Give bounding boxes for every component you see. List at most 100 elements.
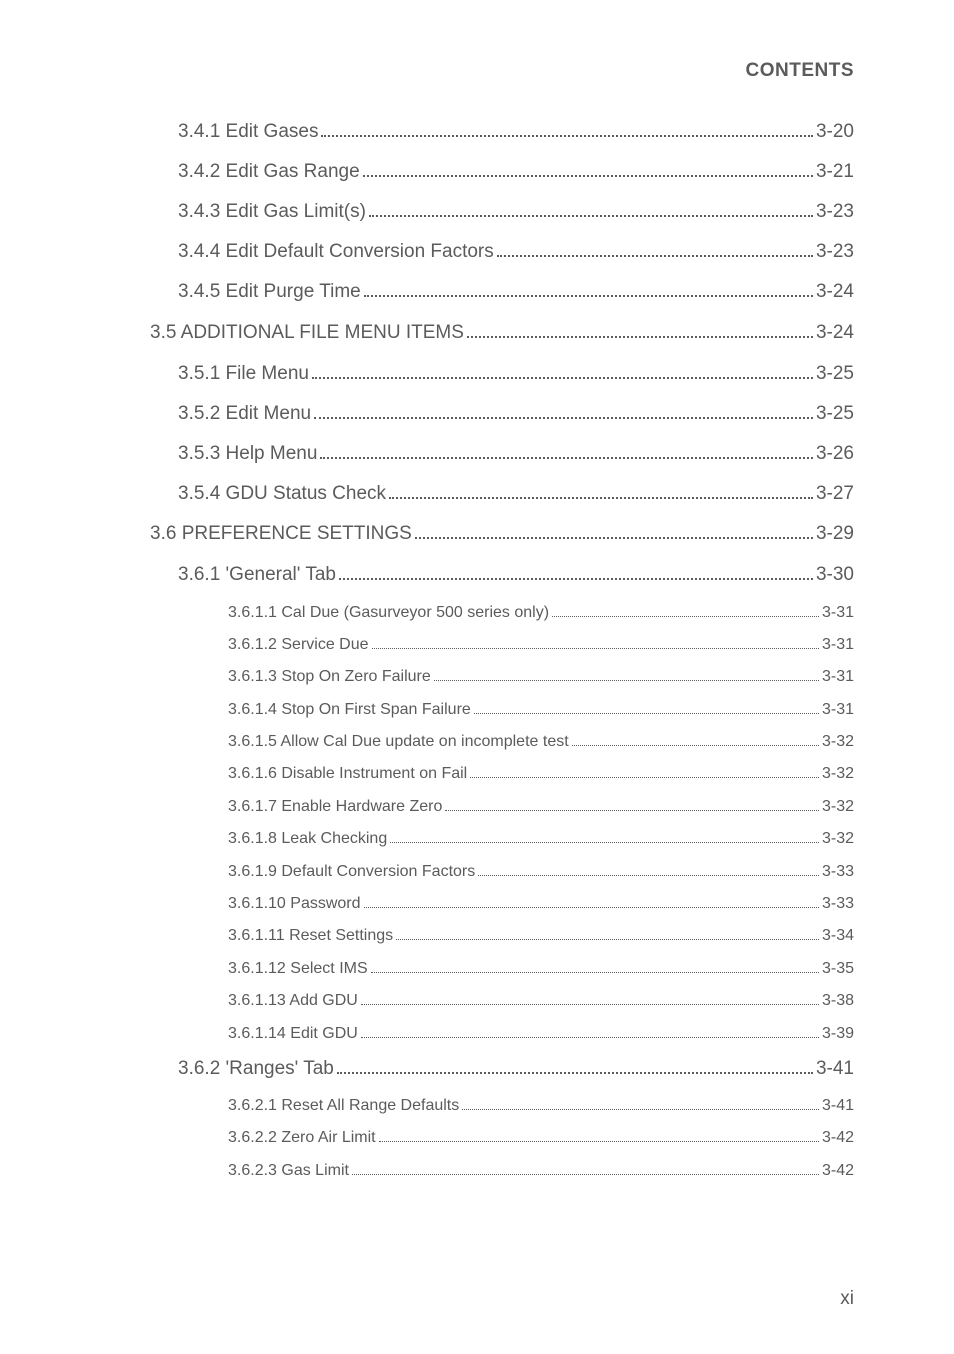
toc-entry-page: 3-32 [822, 765, 854, 783]
toc-leader-dots [321, 118, 813, 137]
toc-entry-label: 3.6.1.5 Allow Cal Due update on incomple… [228, 733, 569, 751]
toc-entry-page: 3-32 [822, 733, 854, 751]
toc-entry-label: 3.4.4 Edit Default Conversion Factors [178, 241, 494, 263]
toc-entry: 3.5.3 Help Menu 3-26 [150, 440, 854, 465]
toc-entry: 3.5.4 GDU Status Check 3-27 [150, 480, 854, 505]
toc-entry-label: 3.6.1.4 Stop On First Span Failure [228, 701, 471, 719]
toc-entry-page: 3-31 [822, 604, 854, 622]
toc-entry-label: 3.6.1.12 Select IMS [228, 960, 368, 978]
toc-entry-page: 3-33 [822, 863, 854, 881]
toc-entry: 3.6.1.1 Cal Due (Gasurveyor 500 series o… [150, 601, 854, 621]
toc-entry-page: 3-24 [816, 281, 854, 303]
toc-entry: 3.6.1.10 Password 3-33 [150, 893, 854, 913]
toc-entry: 3.6.1.13 Add GDU 3-38 [150, 990, 854, 1010]
toc-leader-dots [379, 1127, 819, 1142]
toc-entry-page: 3-41 [816, 1058, 854, 1080]
toc-entry-label: 3.6.1.11 Reset Settings [228, 927, 393, 945]
toc-leader-dots [434, 666, 819, 681]
toc-leader-dots [474, 698, 819, 713]
toc-entry: 3.6.1.8 Leak Checking 3-32 [150, 828, 854, 848]
toc-leader-dots [320, 440, 813, 459]
toc-entry-label: 3.6.1.10 Password [228, 895, 361, 913]
toc-entry-page: 3-21 [816, 161, 854, 183]
toc-entry-label: 3.6.2.2 Zero Air Limit [228, 1129, 376, 1147]
toc-list: 3.4.1 Edit Gases 3-20 3.4.2 Edit Gas Rang… [150, 118, 854, 1180]
toc-leader-dots [462, 1095, 819, 1110]
toc-entry-page: 3-34 [822, 927, 854, 945]
toc-leader-dots [371, 957, 819, 972]
toc-entry-label: 3.6.1.6 Disable Instrument on Fail [228, 765, 467, 783]
toc-entry-page: 3-27 [816, 483, 854, 505]
toc-entry-page: 3-32 [822, 830, 854, 848]
toc-entry-label: 3.6.1.14 Edit GDU [228, 1025, 358, 1043]
toc-entry-page: 3-39 [822, 1025, 854, 1043]
toc-leader-dots [361, 990, 819, 1005]
toc-entry: 3.6.1.11 Reset Settings 3-34 [150, 925, 854, 945]
toc-leader-dots [372, 634, 819, 649]
toc-entry-label: 3.6.1.1 Cal Due (Gasurveyor 500 series o… [228, 604, 549, 622]
toc-entry: 3.6.1.6 Disable Instrument on Fail 3-32 [150, 763, 854, 783]
toc-entry-label: 3.6.2.1 Reset All Range Defaults [228, 1097, 459, 1115]
toc-entry-label: 3.5.3 Help Menu [178, 443, 317, 465]
toc-entry-page: 3-23 [816, 241, 854, 263]
toc-entry-page: 3-31 [822, 636, 854, 654]
toc-leader-dots [415, 520, 813, 539]
page: CONTENTS 3.4.1 Edit Gases 3-20 3.4.2 Edit… [0, 0, 954, 1354]
toc-entry: 3.4.4 Edit Default Conversion Factors 3-… [150, 238, 854, 263]
toc-entry-label: 3.6.1.9 Default Conversion Factors [228, 863, 475, 881]
toc-entry-page: 3-31 [822, 701, 854, 719]
toc-entry-label: 3.6.1.13 Add GDU [228, 992, 358, 1010]
toc-entry-page: 3-30 [816, 564, 854, 586]
toc-entry-label: 3.6.1.7 Enable Hardware Zero [228, 798, 442, 816]
toc-entry-label: 3.5 ADDITIONAL FILE MENU ITEMS [150, 322, 464, 344]
toc-entry-label: 3.6.2.3 Gas Limit [228, 1162, 349, 1180]
toc-entry: 3.6.2.2 Zero Air Limit 3-42 [150, 1127, 854, 1147]
toc-entry: 3.5.1 File Menu 3-25 [150, 360, 854, 385]
toc-entry-label: 3.6.2 'Ranges' Tab [178, 1058, 334, 1080]
toc-entry: 3.4.3 Edit Gas Limit(s) 3-23 [150, 198, 854, 223]
toc-entry: 3.6.1.7 Enable Hardware Zero 3-32 [150, 795, 854, 815]
toc-entry-label: 3.5.2 Edit Menu [178, 403, 311, 425]
toc-entry-page: 3-38 [822, 992, 854, 1010]
toc-leader-dots [361, 1022, 819, 1037]
toc-entry: 3.6.1.2 Service Due 3-31 [150, 634, 854, 654]
toc-entry: 3.4.1 Edit Gases 3-20 [150, 118, 854, 143]
toc-entry-label: 3.6 PREFERENCE SETTINGS [150, 523, 412, 545]
toc-leader-dots [390, 828, 819, 843]
toc-entry-page: 3-25 [816, 403, 854, 425]
toc-entry-page: 3-24 [816, 322, 854, 344]
toc-entry-label: 3.4.2 Edit Gas Range [178, 161, 360, 183]
toc-entry: 3.6.1.3 Stop On Zero Failure 3-31 [150, 666, 854, 686]
toc-entry-page: 3-25 [816, 363, 854, 385]
toc-entry-page: 3-26 [816, 443, 854, 465]
toc-entry-label: 3.6.1.2 Service Due [228, 636, 369, 654]
toc-entry: 3.6.2 'Ranges' Tab 3-41 [150, 1055, 854, 1080]
toc-leader-dots [339, 561, 813, 580]
toc-entry-page: 3-42 [822, 1162, 854, 1180]
page-header-title: CONTENTS [150, 60, 854, 82]
toc-entry-label: 3.4.5 Edit Purge Time [178, 281, 361, 303]
toc-entry-page: 3-29 [816, 523, 854, 545]
toc-leader-dots [572, 731, 819, 746]
toc-entry-label: 3.5.1 File Menu [178, 363, 309, 385]
toc-leader-dots [497, 238, 813, 257]
toc-leader-dots [467, 318, 813, 337]
toc-entry-page: 3-35 [822, 960, 854, 978]
toc-leader-dots [312, 360, 813, 379]
toc-leader-dots [364, 893, 819, 908]
toc-entry: 3.4.2 Edit Gas Range 3-21 [150, 158, 854, 183]
toc-entry: 3.6.1.12 Select IMS 3-35 [150, 957, 854, 977]
toc-entry-label: 3.6.1 'General' Tab [178, 564, 336, 586]
toc-leader-dots [364, 278, 813, 297]
toc-leader-dots [478, 860, 819, 875]
toc-entry-label: 3.6.1.8 Leak Checking [228, 830, 387, 848]
toc-entry-label: 3.5.4 GDU Status Check [178, 483, 386, 505]
toc-leader-dots [352, 1159, 819, 1174]
toc-entry: 3.6.1 'General' Tab 3-30 [150, 561, 854, 586]
toc-entry: 3.6.1.9 Default Conversion Factors 3-33 [150, 860, 854, 880]
toc-entry: 3.6.1.14 Edit GDU 3-39 [150, 1022, 854, 1042]
toc-entry-label: 3.4.1 Edit Gases [178, 121, 318, 143]
toc-entry: 3.6.2.3 Gas Limit 3-42 [150, 1159, 854, 1179]
toc-entry: 3.6.1.5 Allow Cal Due update on incomple… [150, 731, 854, 751]
toc-entry-label: 3.4.3 Edit Gas Limit(s) [178, 201, 366, 223]
